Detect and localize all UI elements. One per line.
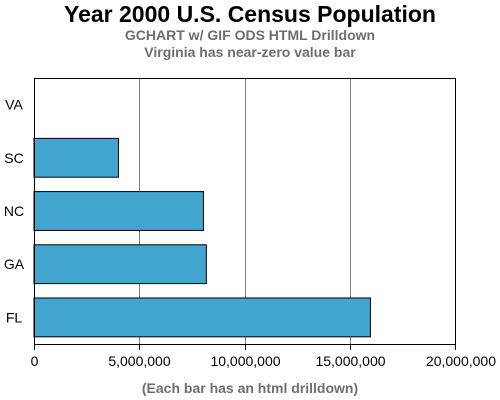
y-tick-label-fl: FL (6, 309, 23, 325)
x-axis-label: (Each bar has an html drilldown) (142, 380, 358, 396)
x-tick-label-3: 15,000,000 (315, 353, 385, 369)
x-tick-label-2: 10,000,000 (210, 353, 280, 369)
bar-ga[interactable] (33, 244, 207, 285)
y-tick-label-va: VA (5, 97, 23, 113)
x-tick-label-1: 5,000,000 (108, 353, 170, 369)
y-tick-label-nc: NC (4, 203, 24, 219)
y-tick-label-sc: SC (4, 150, 23, 166)
x-tick-label-4: 20,000,000 (426, 353, 496, 369)
chart-subtitle-2: Virginia has near-zero value bar (144, 44, 356, 60)
x-tick-label-0: 0 (31, 353, 39, 369)
y-tick-label-ga: GA (4, 256, 25, 272)
chart-subtitle-1: GCHART w/ GIF ODS HTML Drilldown (124, 27, 376, 43)
bar-nc[interactable] (33, 191, 204, 231)
chart-title: Year 2000 U.S. Census Population (64, 1, 436, 27)
bar-fl[interactable] (33, 297, 371, 338)
bar-sc[interactable] (33, 137, 119, 178)
